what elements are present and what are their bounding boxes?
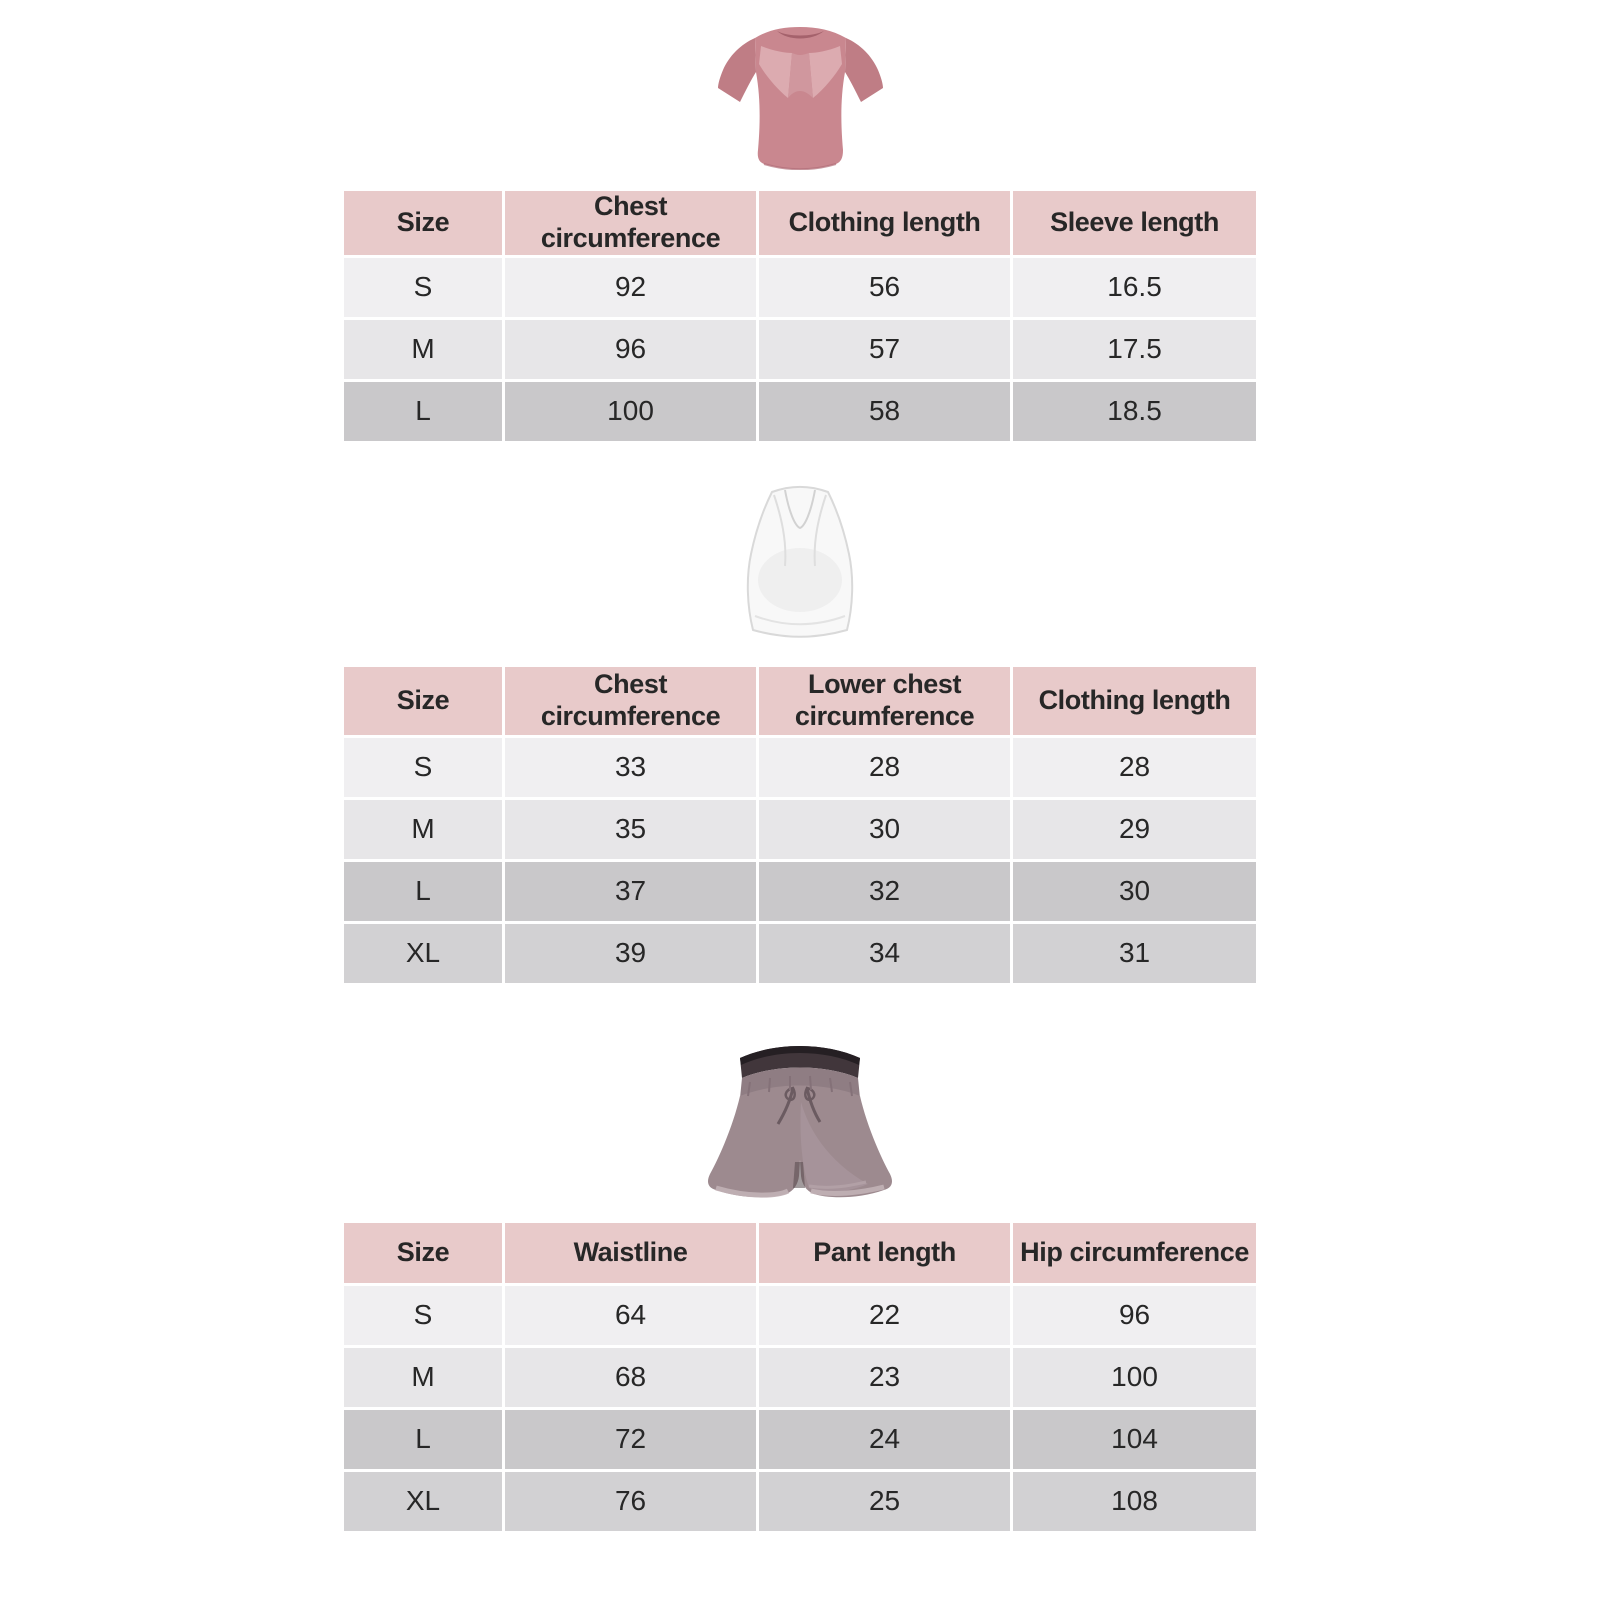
- measurement-value: 33: [505, 737, 757, 797]
- size-label: M: [344, 799, 503, 859]
- column-header: Pant length: [759, 1222, 1011, 1283]
- measurement-value: 34: [759, 923, 1011, 983]
- column-header: Clothing length: [759, 191, 1011, 255]
- sports-bra-illustration: [746, 485, 854, 638]
- measurement-value: 29: [1013, 799, 1256, 859]
- shorts-size-table: Size Waistline Pant length Hip circumferenc…: [341, 1220, 1259, 1534]
- size-label: L: [344, 1409, 503, 1469]
- size-row-L: L 37 32 30: [344, 861, 1256, 921]
- tshirt-illustration: [717, 27, 883, 170]
- measurement-value: 24: [759, 1409, 1011, 1469]
- column-header: Clothing length: [1013, 666, 1256, 735]
- measurement-value: 31: [1013, 923, 1256, 983]
- measurement-value: 30: [759, 799, 1011, 859]
- measurement-value: 58: [759, 381, 1011, 441]
- bra-size-table: Size Chest circumference Lower chest circu…: [341, 664, 1259, 986]
- column-header: Size: [344, 666, 503, 735]
- measurement-value: 30: [1013, 861, 1256, 921]
- measurement-value: 32: [759, 861, 1011, 921]
- column-header: Chest circumference: [505, 191, 757, 255]
- size-row-XL: XL 39 34 31: [344, 923, 1256, 983]
- size-row-L: L 72 24 104: [344, 1409, 1256, 1469]
- measurement-value: 17.5: [1013, 319, 1256, 379]
- measurement-value: 108: [1013, 1471, 1256, 1531]
- size-row-XL: XL 76 25 108: [344, 1471, 1256, 1531]
- size-label: S: [344, 257, 503, 317]
- measurement-value: 100: [505, 381, 757, 441]
- column-header: Size: [344, 1222, 503, 1283]
- shorts-image: [680, 1032, 920, 1208]
- size-label: M: [344, 1347, 503, 1407]
- sports-bra-image: [700, 482, 900, 638]
- measurement-value: 23: [759, 1347, 1011, 1407]
- measurement-value: 92: [505, 257, 757, 317]
- size-label: L: [344, 381, 503, 441]
- size-label: XL: [344, 1471, 503, 1531]
- measurement-value: 18.5: [1013, 381, 1256, 441]
- size-label: S: [344, 737, 503, 797]
- measurement-value: 22: [759, 1285, 1011, 1345]
- measurement-value: 96: [1013, 1285, 1256, 1345]
- column-header: Hip circumference: [1013, 1222, 1256, 1283]
- measurement-value: 57: [759, 319, 1011, 379]
- header-row: Size Chest circumference Clothing length Sl…: [344, 191, 1256, 255]
- measurement-value: 35: [505, 799, 757, 859]
- tshirt-image: [693, 22, 908, 170]
- column-header: Lower chest circumference: [759, 666, 1011, 735]
- measurement-value: 72: [505, 1409, 757, 1469]
- top-size-table: Size Chest circumference Clothing length Sl…: [341, 188, 1259, 444]
- size-label: XL: [344, 923, 503, 983]
- measurement-value: 37: [505, 861, 757, 921]
- measurement-value: 28: [759, 737, 1011, 797]
- measurement-value: 25: [759, 1471, 1011, 1531]
- column-header: Size: [344, 191, 503, 255]
- size-label: S: [344, 1285, 503, 1345]
- header-row: Size Chest circumference Lower chest circu…: [344, 666, 1256, 735]
- size-row-M: M 96 57 17.5: [344, 319, 1256, 379]
- measurement-value: 68: [505, 1347, 757, 1407]
- measurement-value: 16.5: [1013, 257, 1256, 317]
- column-header: Chest circumference: [505, 666, 757, 735]
- size-row-M: M 68 23 100: [344, 1347, 1256, 1407]
- measurement-value: 76: [505, 1471, 757, 1531]
- measurement-value: 96: [505, 319, 757, 379]
- measurement-value: 100: [1013, 1347, 1256, 1407]
- measurement-value: 104: [1013, 1409, 1256, 1469]
- size-row-L: L 100 58 18.5: [344, 381, 1256, 441]
- size-label: L: [344, 861, 503, 921]
- column-header: Waistline: [505, 1222, 757, 1283]
- size-row-M: M 35 30 29: [344, 799, 1256, 859]
- size-row-S: S 33 28 28: [344, 737, 1256, 797]
- header-row: Size Waistline Pant length Hip circumferenc…: [344, 1222, 1256, 1283]
- column-header: Sleeve length: [1013, 191, 1256, 255]
- size-label: M: [344, 319, 503, 379]
- size-row-S: S 64 22 96: [344, 1285, 1256, 1345]
- size-row-S: S 92 56 16.5: [344, 257, 1256, 317]
- measurement-value: 64: [505, 1285, 757, 1345]
- shorts-illustration: [708, 1045, 892, 1198]
- measurement-value: 28: [1013, 737, 1256, 797]
- measurement-value: 56: [759, 257, 1011, 317]
- measurement-value: 39: [505, 923, 757, 983]
